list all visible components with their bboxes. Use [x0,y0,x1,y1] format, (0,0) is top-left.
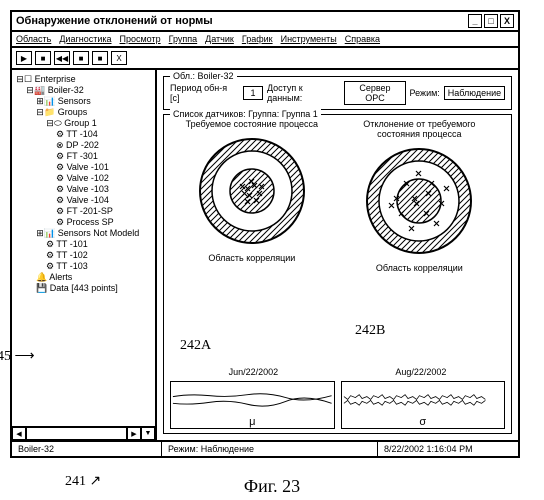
access-value[interactable]: Сервер OPC [344,81,405,105]
tree-root[interactable]: ⊟☐ Enterprise [16,74,151,85]
annotation-242a: 242A [180,338,211,354]
tree-leaf[interactable]: ⚙ TT -104 [56,129,151,140]
object-fieldset: Обл.: Boiler-32 Период обн-я [с] 1 Досту… [163,76,512,110]
tree-leaf[interactable]: ⚙ Valve -103 [56,184,151,195]
tree-node[interactable]: ⊞📊 Sensors [36,96,151,107]
annotation-245: 245 ⟶ [0,348,35,365]
tree-leaf[interactable]: ⊗ DP -202 [56,140,151,151]
period-label: Период обн-я [с] [170,83,239,103]
right-chart-title: Отклонение от требуемого состояния проце… [349,119,489,139]
scroll-down-icon[interactable]: ▼ [141,427,155,440]
tree-leaf[interactable]: ⚙ Valve -101 [56,162,151,173]
tree-node[interactable]: ⊟📁 Groups [36,107,151,118]
status-mode: Режим: Наблюдение [162,442,378,456]
mode-label: Режим: [410,88,440,98]
scroll-right-icon[interactable]: ▶ [127,427,141,440]
status-object: Boiler-32 [12,442,162,456]
minimize-button[interactable]: _ [468,14,482,28]
tree-leaf[interactable]: ⚙ FT -301 [56,151,151,162]
tool-button[interactable]: ■ [92,51,108,65]
charts-legend: Список датчиков: Группа: Группа 1 [170,109,321,119]
annotation-241: 241 ↗ [65,473,101,490]
mode-value[interactable]: Наблюдение [444,86,505,100]
menu-bar: Область Диагностика Просмотр Группа Датч… [12,32,518,48]
charts-fieldset: Список датчиков: Группа: Группа 1 Требуе… [163,114,512,434]
left-chart-sub: Область корреляции [208,253,295,263]
bullseye-chart-left [187,131,317,251]
tree-node[interactable]: 💾 Data [443 points] [36,283,151,294]
tree-leaf[interactable]: ⚙ TT -102 [46,250,151,261]
tree-node[interactable]: ⊞📊 Sensors Not Modeld [36,228,151,239]
access-label: Доступ к данным: [267,83,340,103]
tree-leaf[interactable]: ⚙ TT -101 [46,239,151,250]
menu-item[interactable]: Группа [169,34,198,44]
bullseye-chart-right [354,141,484,261]
window-title: Обнаружение отклонений от нормы [16,15,213,27]
fieldset-legend: Обл.: Boiler-32 [170,71,237,81]
tree-leaf[interactable]: ⚙ Valve -102 [56,173,151,184]
tree-leaf[interactable]: ⚙ TT -103 [46,261,151,272]
scrollbar[interactable]: ◀ ▶ ▼ [12,426,155,440]
menu-item[interactable]: Инструменты [281,34,337,44]
title-bar: Обнаружение отклонений от нормы _ □ X [12,12,518,32]
play-button[interactable]: ▶ [16,51,32,65]
menu-item[interactable]: Область [16,34,51,44]
sigma-chart: σ [341,381,506,429]
tree-panel: ⊟☐ Enterprise ⊟🏭 Boiler-32 ⊞📊 Sensors ⊟📁… [12,70,157,440]
close-button[interactable]: X [500,14,514,28]
left-date: Jun/22/2002 [229,367,279,377]
menu-item[interactable]: Просмотр [120,34,161,44]
tree-node[interactable]: ⊟⬭ Group 1 [46,118,151,129]
period-input[interactable]: 1 [243,86,263,100]
tool-button[interactable]: ■ [73,51,89,65]
mu-chart: μ [170,381,335,429]
tree-leaf[interactable]: ⚙ Valve -104 [56,195,151,206]
right-date: Aug/22/2002 [395,367,446,377]
stop-button[interactable]: ■ [35,51,51,65]
mu-label: μ [171,416,334,428]
wave-row: μ σ [170,381,505,429]
app-window: Обнаружение отклонений от нормы _ □ X Об… [10,10,520,458]
annotation-242b: 242B [355,323,385,339]
main-area: ⊟☐ Enterprise ⊟🏭 Boiler-32 ⊞📊 Sensors ⊟📁… [12,70,518,440]
maximize-button[interactable]: □ [484,14,498,28]
tree-node[interactable]: ⊟🏭 Boiler-32 [26,85,151,96]
status-bar: Boiler-32 Режим: Наблюдение 8/22/2002 1:… [12,440,518,456]
window-controls: _ □ X [468,14,514,28]
menu-item[interactable]: Справка [345,34,380,44]
tree-leaf[interactable]: ⚙ Process SP [56,217,151,228]
tool-button[interactable]: X [111,51,127,65]
menu-item[interactable]: Датчик [205,34,234,44]
left-chart-title: Требуемое состояние процесса [186,119,318,129]
scroll-left-icon[interactable]: ◀ [12,427,26,440]
toolbar: ▶ ■ ◀◀ ■ ■ X [12,48,518,70]
right-chart-sub: Область корреляции [376,263,463,273]
menu-item[interactable]: График [242,34,273,44]
rewind-button[interactable]: ◀◀ [54,51,70,65]
date-row: Jun/22/2002 Aug/22/2002 [170,367,505,377]
sigma-label: σ [342,416,505,428]
bullseye-row: Требуемое состояние процесса [170,119,505,365]
tree-node[interactable]: 🔔 Alerts [36,272,151,283]
tree-leaf[interactable]: ⚙ FT -201-SP [56,206,151,217]
content-panel: Обл.: Boiler-32 Период обн-я [с] 1 Досту… [157,70,518,440]
menu-item[interactable]: Диагностика [59,34,111,44]
status-time: 8/22/2002 1:16:04 PM [378,442,518,456]
